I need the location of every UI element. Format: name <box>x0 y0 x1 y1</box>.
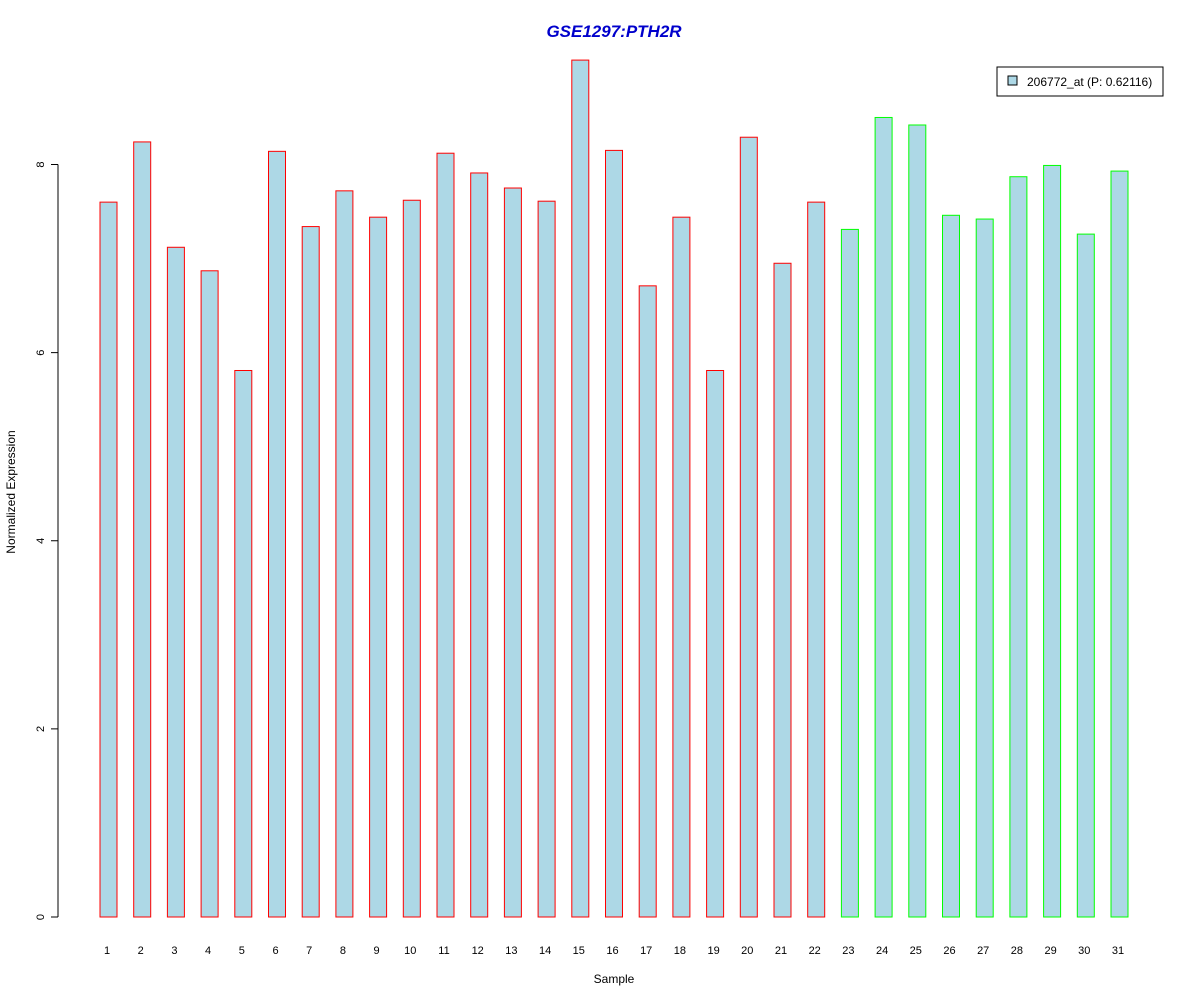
legend: 206772_at (P: 0.62116) <box>996 66 1164 97</box>
y-axis: 0 2 4 6 8 <box>35 161 59 920</box>
bar-sample-15 <box>571 59 590 918</box>
x-tick-label: 14 <box>539 945 551 957</box>
bar-sample-13 <box>503 187 522 918</box>
bar-sample-28 <box>1009 176 1028 918</box>
x-tick-label: 13 <box>505 945 517 957</box>
bar-sample-5 <box>234 369 253 918</box>
bar-sample-19 <box>706 369 725 918</box>
bar-sample-1 <box>99 201 118 918</box>
x-tick-labels: 1 2 3 4 5 6 7 8 9 10 11 12 13 14 15 16 17 18 19 20 21 22 23 24 2… <box>104 945 1124 957</box>
bar-sample-16 <box>605 149 623 918</box>
x-tick-label: 6 <box>272 945 278 957</box>
y-tick-label: 4 <box>35 538 47 544</box>
legend-box <box>996 66 1164 97</box>
bar-sample-7 <box>301 226 320 918</box>
x-tick-label: 12 <box>472 945 484 957</box>
x-tick-label: 24 <box>876 945 888 957</box>
bar-sample-24 <box>874 116 893 918</box>
y-tick-label: 2 <box>35 726 47 732</box>
bar-sample-20 <box>739 136 758 918</box>
y-tick-label: 6 <box>35 350 47 356</box>
bar-sample-11 <box>436 152 455 918</box>
x-tick-label: 4 <box>205 945 211 957</box>
legend-swatch <box>1007 75 1018 86</box>
x-tick-label: 7 <box>306 945 312 957</box>
bar-sample-18 <box>672 216 691 918</box>
x-tick-label: 11 <box>438 945 449 957</box>
bar-sample-12 <box>470 172 489 918</box>
bar-sample-23 <box>840 228 859 918</box>
x-tick-label: 2 <box>138 945 144 957</box>
x-tick-label: 19 <box>707 945 719 957</box>
bar-sample-10 <box>402 199 421 918</box>
x-tick-label: 30 <box>1078 945 1090 957</box>
x-tick-label: 3 <box>171 945 177 957</box>
x-tick-label: 27 <box>977 945 989 957</box>
y-axis-label: Normalized Expression <box>4 430 18 553</box>
x-tick-label: 20 <box>741 945 753 957</box>
y-tick-label: 0 <box>35 914 47 920</box>
x-tick-label: 15 <box>573 945 585 957</box>
bar-sample-27 <box>975 218 994 918</box>
y-tick-label: 8 <box>35 161 47 167</box>
x-tick-label: 9 <box>374 945 380 957</box>
x-tick-label: 31 <box>1112 945 1124 957</box>
x-tick-label: 23 <box>842 945 854 957</box>
x-tick-label: 8 <box>340 945 346 957</box>
bar-sample-14 <box>537 200 556 918</box>
bar-sample-2 <box>133 141 152 918</box>
x-tick-label: 18 <box>674 945 686 957</box>
bars-group <box>99 59 1129 918</box>
x-tick-label: 25 <box>910 945 922 957</box>
bar-sample-8 <box>335 190 354 918</box>
x-tick-label: 17 <box>640 945 652 957</box>
bar-sample-30 <box>1076 233 1095 918</box>
x-tick-label: 29 <box>1044 945 1056 957</box>
bar-sample-31 <box>1110 170 1129 918</box>
x-tick-label: 16 <box>606 945 618 957</box>
x-tick-label: 22 <box>809 945 821 957</box>
bar-sample-6 <box>268 150 286 918</box>
x-tick-label: 26 <box>943 945 955 957</box>
x-axis-label: Sample <box>594 972 635 986</box>
bar-sample-9 <box>369 216 388 918</box>
x-tick-label: 5 <box>239 945 245 957</box>
bar-sample-22 <box>807 201 826 918</box>
bar-sample-17 <box>638 285 657 918</box>
bar-sample-29 <box>1043 164 1062 918</box>
bar-sample-25 <box>908 124 927 918</box>
bar-sample-26 <box>942 214 960 918</box>
chart-title: GSE1297:PTH2R <box>546 22 682 41</box>
x-tick-label: 10 <box>404 945 416 957</box>
bar-sample-3 <box>166 246 185 918</box>
bar-sample-21 <box>773 262 792 918</box>
x-tick-label: 28 <box>1011 945 1023 957</box>
legend-label: 206772_at (P: 0.62116) <box>1027 75 1152 89</box>
x-tick-label: 1 <box>104 945 110 957</box>
x-tick-label: 21 <box>775 945 787 957</box>
bar-sample-4 <box>200 270 219 918</box>
